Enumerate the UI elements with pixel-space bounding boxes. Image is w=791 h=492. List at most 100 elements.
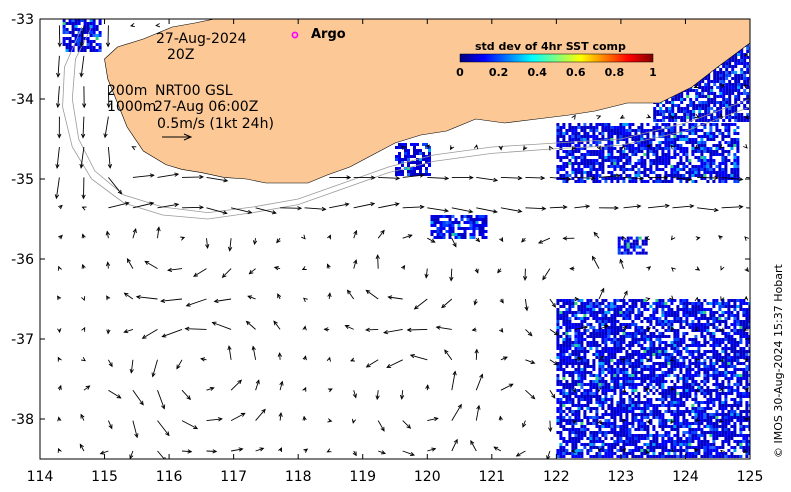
current-vector-head [541, 206, 547, 211]
x-axis-ticks: 114 115 116 117 118 119 120 121 122 123 124 125 [27, 19, 763, 485]
current-vector-head [353, 229, 358, 235]
current-vector-head [139, 400, 144, 406]
current-vector-head [79, 443, 84, 449]
current-vector-head [247, 295, 253, 300]
current-vector-head [58, 234, 63, 240]
current-vector [255, 207, 277, 214]
current-vector [249, 268, 256, 275]
current-vector-head [302, 355, 307, 361]
current-vector-head [57, 328, 62, 334]
current-vector [108, 177, 122, 195]
current-vector-head [176, 364, 181, 370]
current-vector-head [597, 447, 602, 453]
current-vector [721, 206, 743, 209]
current-vector-head [596, 115, 602, 120]
current-vector-head [444, 349, 449, 355]
current-vector-head [245, 320, 251, 326]
current-vector [57, 86, 60, 108]
current-vector-head [744, 267, 749, 273]
current-vector-head [499, 298, 504, 304]
current-vector-head [695, 417, 701, 422]
current-vector [231, 448, 243, 452]
current-vector-head [217, 417, 223, 422]
y-tick-label: -35 [11, 172, 34, 188]
current-vector-head [186, 395, 192, 401]
current-vector [279, 353, 281, 360]
current-vector-head [548, 427, 553, 433]
current-vector-head [571, 388, 576, 394]
argo-label: Argo [311, 27, 346, 42]
current-vector-head [174, 172, 180, 177]
current-vector-head [251, 345, 256, 351]
current-vector-head [693, 447, 699, 453]
current-vector [549, 389, 556, 399]
current-vector-head [383, 330, 389, 335]
current-vector [80, 55, 85, 77]
current-vector-head [162, 456, 166, 459]
current-vector-head [352, 393, 357, 399]
current-vector-head [720, 84, 726, 89]
current-vector-head [395, 176, 401, 181]
current-vector [57, 55, 60, 77]
current-vector [162, 328, 183, 338]
current-vector [493, 446, 502, 452]
y-axis-ticks: -33 -34 -35 -36 -37 -38 [11, 12, 750, 428]
current-vector-head [187, 449, 193, 454]
current-vector [549, 420, 551, 432]
current-vector [353, 390, 357, 398]
x-tick-label: 122 [543, 469, 570, 485]
current-vector-head [569, 266, 575, 271]
current-vector-head [155, 23, 161, 28]
current-vector [672, 176, 692, 181]
current-vector-head [351, 418, 357, 424]
current-vector [525, 176, 545, 179]
current-vector-head [743, 84, 749, 89]
current-vector-head [431, 447, 437, 452]
current-vector-head [302, 415, 307, 421]
current-vector [181, 176, 204, 178]
current-vector-head [132, 228, 137, 234]
current-vector [366, 290, 379, 300]
current-vector-head [149, 201, 155, 206]
current-vector [157, 173, 179, 178]
current-vector [619, 259, 624, 269]
current-vector-head [761, 177, 765, 180]
current-vector-head [273, 266, 279, 271]
current-vector-head [444, 208, 450, 213]
current-vector-head [327, 234, 332, 240]
current-vector-head [103, 133, 108, 139]
current-vector-head [353, 259, 358, 265]
current-vector-head [57, 447, 62, 453]
current-vector-head [549, 145, 554, 151]
current-vector-head [523, 145, 528, 151]
current-vector [230, 413, 246, 421]
current-vector-head [499, 237, 504, 243]
current-vector [378, 450, 386, 454]
current-vector-head [134, 433, 139, 439]
current-vector [598, 325, 608, 330]
current-vector-head [615, 173, 621, 178]
current-vector-head [670, 326, 675, 332]
colorbar-tick-label: 0.2 [489, 66, 509, 79]
current-vector-head [430, 238, 436, 243]
current-vector [106, 231, 109, 239]
current-vector-head [425, 384, 430, 390]
y-tick-label: -36 [11, 252, 34, 268]
current-vector-head [473, 300, 478, 306]
current-vector [80, 25, 85, 47]
current-vector [279, 412, 282, 421]
current-vector-head [365, 289, 371, 295]
current-vector [206, 418, 222, 422]
current-vector-head [80, 133, 86, 139]
current-vector-head [375, 254, 380, 260]
current-vector-head [743, 326, 749, 331]
vector-scale-label: 0.5m/s (1kt 24h) [157, 116, 274, 132]
current-vector-head [174, 202, 180, 207]
current-vector [414, 298, 428, 310]
current-vector-head [57, 265, 62, 271]
current-vector-head [200, 357, 206, 362]
current-vector-head [670, 419, 675, 425]
current-vector [450, 268, 453, 281]
current-vector-head [323, 327, 329, 332]
isobath-200m-label: 200m [107, 83, 147, 99]
